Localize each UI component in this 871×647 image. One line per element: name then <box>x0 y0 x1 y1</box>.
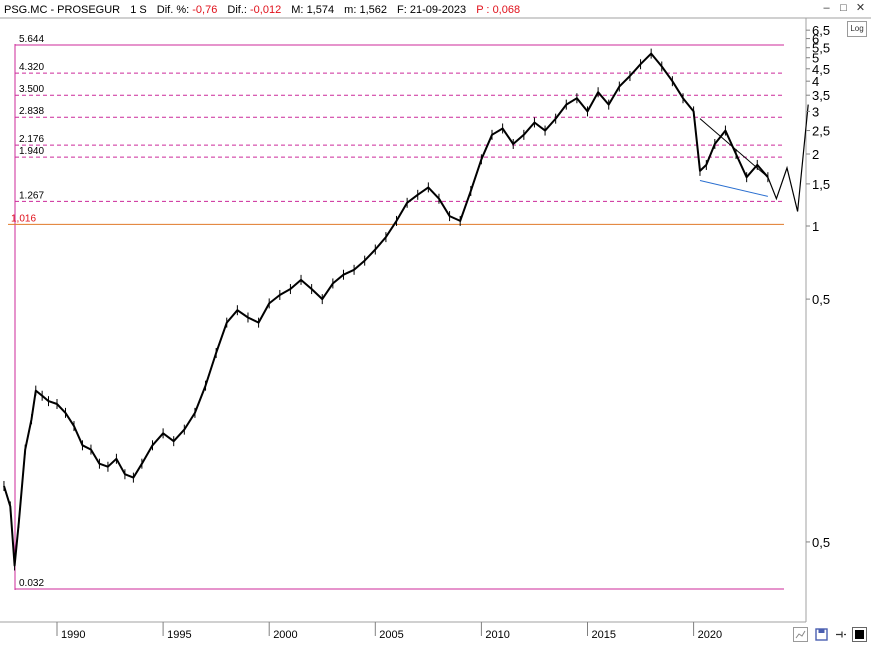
y-tick-label: 6 <box>812 32 819 47</box>
resistance-trendline <box>699 118 769 178</box>
y-tick-label: 2,5 <box>812 124 830 139</box>
y-tick-label: 5 <box>812 51 819 66</box>
x-tick-label: 2005 <box>379 629 403 641</box>
price-series <box>3 52 769 567</box>
support-trendline <box>699 179 768 197</box>
min-label: m: <box>344 4 357 16</box>
window-controls: – □ ✕ <box>811 0 871 18</box>
date-value: 21-09-2023 <box>409 4 467 16</box>
level-label: 3.500 <box>19 84 44 95</box>
dif-label: Dif.: <box>227 4 247 16</box>
date-label: F: <box>397 4 407 16</box>
level-label: 1.267 <box>19 190 44 201</box>
max-value: 1,574 <box>306 4 335 16</box>
p-value: 0,068 <box>492 4 521 16</box>
y-tick-label: 2 <box>812 147 819 162</box>
timeframe: 1 S <box>130 4 147 16</box>
level-label: 5.644 <box>19 34 44 45</box>
log-scale-toggle[interactable]: Log <box>847 21 867 37</box>
color-swatch-icon[interactable] <box>852 627 867 642</box>
min-value: 1,562 <box>359 4 387 16</box>
zoom-icon[interactable] <box>793 627 808 642</box>
y-tick-label: 6,5 <box>812 23 830 38</box>
chart-title-bar: PSG.MC - PROSEGUR 1 S Dif. %: -0,76 Dif.… <box>0 0 804 20</box>
max-label: M: <box>291 4 304 16</box>
level-label: 0.032 <box>19 578 44 589</box>
projection-path <box>767 104 809 212</box>
level-label: 2.838 <box>19 106 44 117</box>
dif-value: -0,012 <box>250 4 282 16</box>
level-label: 1.940 <box>19 146 44 157</box>
y-tick-label: 3 <box>812 104 819 119</box>
y-tick-label: 0,5 <box>812 292 830 307</box>
maximize-icon[interactable]: □ <box>840 2 847 14</box>
y-tick-label: 5,5 <box>812 41 830 56</box>
p-label: P : <box>476 4 490 16</box>
level-label: 1,016 <box>11 213 36 224</box>
close-icon[interactable]: ✕ <box>855 2 866 14</box>
x-tick-label: 2010 <box>485 629 509 641</box>
level-label: 4.320 <box>19 62 44 73</box>
y-tick-label: 0,5 <box>812 535 830 550</box>
minimize-icon[interactable]: – <box>823 2 830 14</box>
dif-pct-label: Dif. %: <box>156 4 190 16</box>
x-tick-label: 2000 <box>273 629 297 641</box>
y-tick-label: 3,5 <box>812 88 830 103</box>
dif-pct-value: -0,76 <box>192 4 218 16</box>
x-tick-label: 1995 <box>167 629 191 641</box>
pin-icon[interactable] <box>833 627 848 642</box>
x-tick-label: 2015 <box>592 629 616 641</box>
y-tick-label: 4 <box>812 74 819 89</box>
y-tick-label: 1 <box>812 219 819 234</box>
y-tick-label: 1,5 <box>812 177 830 192</box>
x-tick-label: 1990 <box>61 629 85 641</box>
save-icon[interactable] <box>814 627 829 642</box>
level-label: 2.176 <box>19 134 44 145</box>
symbol-name: PSG.MC - PROSEGUR <box>4 4 121 16</box>
y-tick-label: 4,5 <box>812 62 830 77</box>
x-tick-label: 2020 <box>698 629 722 641</box>
